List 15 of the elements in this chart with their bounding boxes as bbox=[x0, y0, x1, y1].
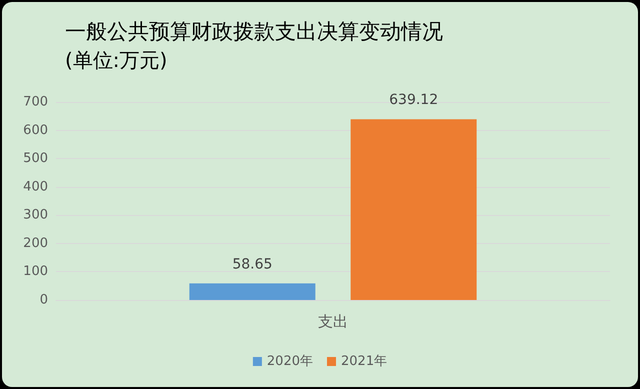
y-tick-label: 500 bbox=[23, 151, 48, 166]
data-label: 58.65 bbox=[232, 256, 272, 272]
chart-title: 一般公共预算财政拨款支出决算变动情况 bbox=[65, 20, 443, 44]
y-tick-label: 200 bbox=[23, 236, 48, 251]
y-tick-label: 600 bbox=[23, 122, 48, 138]
y-tick-label: 400 bbox=[23, 179, 48, 194]
legend-label: 2020年 bbox=[266, 354, 314, 369]
chart-subtitle: (单位:万元) bbox=[65, 48, 168, 72]
data-label: 639.12 bbox=[389, 92, 438, 108]
y-tick-label: 700 bbox=[23, 94, 48, 110]
y-tick-label: 300 bbox=[23, 208, 48, 223]
legend-label: 2021年 bbox=[341, 354, 388, 369]
x-tick-label: 支出 bbox=[318, 312, 348, 330]
y-tick-label: 100 bbox=[23, 264, 48, 280]
y-tick-label: 0 bbox=[40, 292, 48, 308]
